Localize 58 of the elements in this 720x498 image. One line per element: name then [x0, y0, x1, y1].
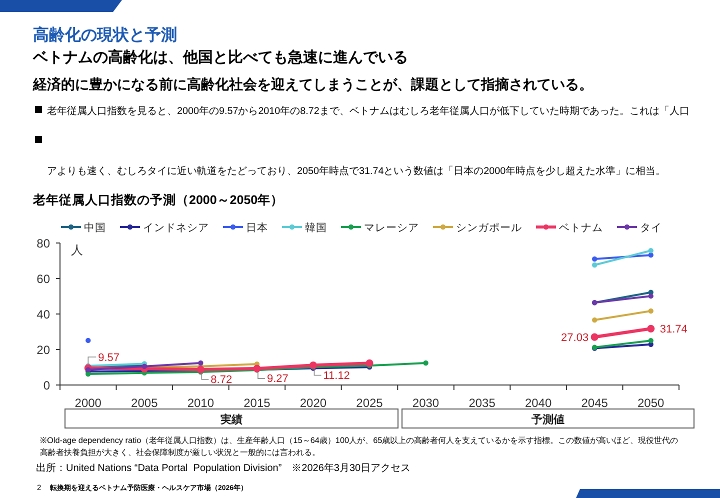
data-label: 27.03: [561, 332, 589, 344]
data-label: 9.27: [266, 373, 288, 386]
text: アよりも速く、むしろタイに近い軌道をたどっており、2050年時点で31.74という数値は「日本の2000年時点を少し超えた水準」に相当。: [47, 165, 666, 177]
text: 経済的に豊かになる前に高齢化社会を迎えてしまうことが、課題として指摘されている。: [32, 76, 593, 92]
point: [198, 360, 204, 366]
legend-label: マレーシア: [364, 222, 419, 234]
chart-title: 老年従属人口指数の予測（2000～2050年）: [32, 193, 284, 207]
legend-label: 韓国: [305, 221, 327, 234]
y-axis-title: 人: [71, 243, 83, 257]
text: 実績: [220, 413, 242, 426]
legend-label: ベトナム: [559, 222, 603, 234]
y-tick-label: 60: [36, 272, 50, 286]
point: [366, 359, 374, 367]
point: [648, 252, 654, 258]
x-tick-label: 2005: [131, 396, 158, 410]
point: [86, 338, 91, 344]
x-tick-label: 2040: [524, 396, 552, 410]
x-tick-label: 2000: [74, 396, 102, 410]
text: 出所：United Nations “Data Portal Population Division” ※2026年3月30日アクセス: [36, 462, 411, 474]
point: [196, 366, 204, 374]
text: ベトナムの高齢化は、他国と比べても急速に進んでいる: [32, 48, 408, 66]
point: [648, 308, 654, 314]
x-tick-label: 2015: [244, 396, 271, 410]
legend-label: インドネシア: [143, 222, 209, 234]
point: [309, 361, 318, 370]
y-tick-label: 80: [36, 236, 50, 250]
point: [648, 248, 654, 254]
legend-label: タイ: [640, 222, 662, 234]
text: 高齢化の現状と予測: [33, 25, 177, 44]
data-label: 9.57: [98, 352, 120, 364]
y-tick-label: 40: [36, 308, 50, 322]
point: [423, 360, 428, 366]
point: [590, 333, 598, 341]
point: [647, 324, 655, 332]
x-tick-label: 2035: [468, 396, 496, 410]
legend-label: 中国: [84, 221, 106, 234]
y-tick-label: 0: [43, 378, 50, 392]
x-tick-label: 2010: [187, 396, 214, 410]
data-label: 11.12: [323, 370, 350, 382]
legend-label: シンガポール: [456, 222, 522, 234]
x-tick-label: 2030: [412, 396, 440, 410]
point: [253, 364, 261, 372]
legend-label: 日本: [246, 221, 268, 234]
y-tick-label: 20: [36, 343, 50, 357]
point: [592, 256, 598, 262]
data-label: 8.72: [210, 374, 232, 386]
text: 予測値: [530, 413, 564, 426]
point: [592, 317, 598, 323]
point: [648, 338, 654, 344]
text: ※Old-age dependency ratio（老年従属人口指数）は、生産年齢人口（15～64歳）100人が、65歳以上の高齢者何人を支えているかを示す指標。この数値が高いほど、現役世代の高齢者扶養負担が大きく、社会保障制度が厳しい状況と一般的には言われる。: [40, 436, 678, 457]
x-tick-label: 2045: [581, 396, 608, 410]
data-label: 31.74: [660, 324, 688, 336]
text: 老年従属人口指数を見ると、2000年の9.57から2010年の8.72まで、ベトナムはむしろ老年従属人口が低下していた時期であった。これは「人口: [47, 105, 690, 117]
x-tick-label: 2025: [356, 396, 384, 410]
point: [648, 293, 654, 299]
x-tick-label: 2020: [300, 396, 327, 410]
x-tick-label: 2050: [638, 396, 665, 410]
point: [592, 262, 598, 268]
